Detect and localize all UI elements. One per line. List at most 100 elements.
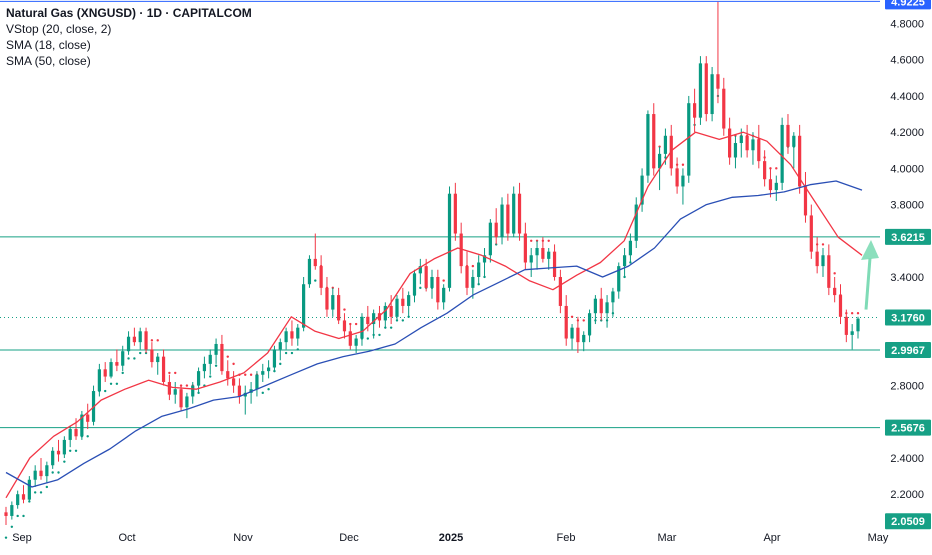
vstop-dot bbox=[156, 339, 159, 342]
candle-body bbox=[786, 124, 790, 147]
candle-body bbox=[442, 287, 446, 303]
vstop-dot bbox=[232, 362, 235, 366]
vstop-dot bbox=[378, 333, 381, 337]
candle-body bbox=[179, 389, 183, 408]
candle-body bbox=[798, 135, 802, 187]
candle-body bbox=[255, 374, 259, 390]
candle-body bbox=[121, 351, 125, 366]
candle-body bbox=[477, 262, 481, 277]
vstop-dot bbox=[850, 311, 854, 315]
candle-body bbox=[751, 139, 755, 151]
legend-sma50[interactable]: SMA (50, close) bbox=[6, 54, 91, 68]
candle-body bbox=[652, 114, 656, 169]
legend-sma18[interactable]: SMA (18, close) bbox=[6, 38, 91, 52]
candle-body bbox=[80, 414, 84, 437]
vstop-dot bbox=[419, 286, 422, 290]
x-tick-label: Oct bbox=[118, 532, 135, 544]
vstop-dot bbox=[10, 525, 14, 529]
candle-body bbox=[512, 193, 516, 234]
price-axis[interactable]: 4.8000 4.6000 4.4000 4.2000 4.0000 3.8000 3.40… bbox=[885, 0, 931, 530]
candle-body bbox=[611, 291, 615, 303]
candle-body bbox=[535, 248, 539, 256]
candle-body bbox=[144, 331, 148, 350]
vstop-dot bbox=[290, 351, 294, 355]
candle-body bbox=[68, 429, 72, 440]
vstop-dot bbox=[185, 384, 189, 387]
candle-body bbox=[541, 248, 545, 259]
candle-body bbox=[296, 327, 300, 339]
candle-body bbox=[360, 316, 364, 339]
candle-body bbox=[10, 505, 14, 516]
candle-body bbox=[185, 396, 189, 408]
candle-body bbox=[424, 266, 428, 288]
time-axis[interactable]: Sep Oct Nov Dec 2025 Feb Mar Apr May bbox=[12, 532, 889, 544]
vstop-dot bbox=[121, 371, 124, 375]
candle-body bbox=[792, 135, 796, 147]
sma18-line bbox=[5, 131, 863, 499]
vstop-dot bbox=[471, 264, 475, 268]
moving-averages bbox=[5, 131, 863, 499]
vstop-dot bbox=[530, 239, 533, 242]
candle-body bbox=[506, 204, 510, 234]
candle-body bbox=[278, 342, 282, 350]
candle-body bbox=[698, 63, 703, 118]
candle-body bbox=[587, 313, 592, 335]
price-tag: 2.9967 bbox=[885, 341, 931, 358]
candle-body bbox=[231, 378, 236, 386]
vstop-dot bbox=[389, 326, 393, 329]
candle-body bbox=[191, 385, 195, 397]
candle-body bbox=[739, 135, 743, 144]
candle-body bbox=[558, 276, 562, 306]
candle-body bbox=[62, 439, 66, 455]
price-tag: 4.9225 bbox=[885, 0, 931, 10]
vstop-dot bbox=[349, 322, 352, 326]
candle-body bbox=[768, 179, 773, 191]
candle-body bbox=[494, 222, 498, 238]
vstop-dot bbox=[284, 351, 288, 355]
candle-body bbox=[471, 276, 475, 288]
vstop-dot bbox=[343, 308, 346, 311]
candle-body bbox=[4, 512, 8, 516]
y-tick-label: 3.8000 bbox=[890, 200, 924, 212]
x-tick-label: May bbox=[868, 532, 889, 544]
x-tick-label: Mar bbox=[658, 532, 677, 544]
candle-body bbox=[599, 298, 603, 314]
candle-body bbox=[815, 251, 819, 267]
candle-body bbox=[126, 336, 131, 352]
price-tag-bg bbox=[885, 0, 931, 10]
candle-body bbox=[529, 255, 533, 263]
price-tag-bg bbox=[885, 513, 931, 530]
candle-body bbox=[570, 327, 574, 339]
candle-body bbox=[803, 186, 808, 216]
candle-body bbox=[646, 114, 650, 176]
candle-body bbox=[74, 429, 78, 437]
vstop-dot bbox=[109, 382, 113, 385]
candle-body bbox=[517, 193, 522, 234]
candle-body bbox=[838, 295, 843, 317]
candle-body bbox=[132, 336, 136, 343]
vstop-dot bbox=[63, 460, 66, 463]
y-tick-label: 4.0000 bbox=[890, 163, 924, 175]
price-tag-bg bbox=[885, 228, 931, 245]
vstop-dot bbox=[401, 319, 405, 322]
x-tick-label: Nov bbox=[233, 532, 253, 544]
candle-body bbox=[628, 240, 633, 256]
candle-body bbox=[220, 343, 224, 372]
candle-body bbox=[576, 327, 580, 343]
candle-body bbox=[687, 103, 691, 176]
vstop-dot bbox=[833, 272, 836, 275]
candle-body bbox=[681, 175, 685, 187]
symbol-title[interactable]: Natural Gas (XNGUSD) · 1D · CAPITALCOM bbox=[6, 6, 252, 20]
candle-body bbox=[482, 255, 487, 263]
legend-vstop[interactable]: VStop (20, close, 2) bbox=[6, 22, 112, 36]
vstop-dot bbox=[174, 371, 177, 375]
candle-body bbox=[307, 258, 312, 285]
vstop-dot bbox=[4, 536, 8, 539]
vstop-dot bbox=[22, 514, 25, 518]
candle-body bbox=[161, 356, 166, 382]
vstop-dot bbox=[296, 348, 299, 351]
candle-body bbox=[663, 135, 668, 154]
candle-body bbox=[395, 298, 399, 317]
